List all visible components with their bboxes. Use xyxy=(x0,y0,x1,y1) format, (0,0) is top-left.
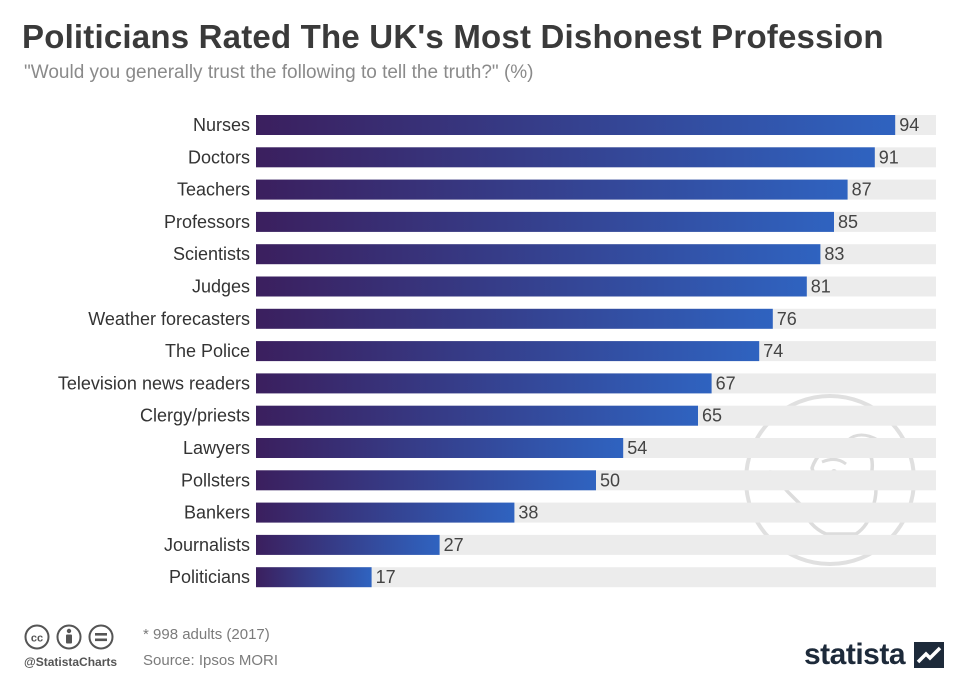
bar xyxy=(256,438,624,458)
value-label: 38 xyxy=(518,503,538,523)
category-label: Professors xyxy=(164,212,250,232)
category-label: Doctors xyxy=(188,147,250,167)
category-label: Judges xyxy=(192,277,250,297)
license-icons: cc xyxy=(24,624,114,650)
bar xyxy=(256,567,372,588)
no-derivatives-icon xyxy=(88,624,114,650)
category-label: Lawyers xyxy=(183,438,250,458)
footnote: * 998 adults (2017) xyxy=(143,626,270,643)
value-label: 91 xyxy=(879,147,899,167)
bar xyxy=(256,147,875,168)
value-label: 87 xyxy=(852,180,872,200)
chart-subtitle: "Would you generally trust the following… xyxy=(24,62,534,83)
bar xyxy=(256,244,821,265)
value-label: 17 xyxy=(376,567,396,587)
statista-logo[interactable]: statista xyxy=(804,638,944,672)
cc-icon: cc xyxy=(24,624,50,650)
category-label: Clergy/priests xyxy=(140,406,250,426)
bar xyxy=(256,276,807,297)
twitter-handle[interactable]: @StatistaCharts xyxy=(24,655,118,669)
value-label: 50 xyxy=(600,470,620,490)
category-label: Television news readers xyxy=(58,373,250,393)
bar-chart: Nurses Doctors Teachers Professors Scientist… xyxy=(58,115,936,588)
source-note: Source: Ipsos MORI xyxy=(143,652,279,669)
category-label: Scientists xyxy=(173,244,250,264)
bar xyxy=(256,405,698,426)
bar xyxy=(256,341,760,362)
brand-name: statista xyxy=(804,638,906,671)
category-label: Pollsters xyxy=(181,470,250,490)
category-label: Teachers xyxy=(177,180,250,200)
statista-mark-icon xyxy=(913,642,944,668)
category-label: Weather forecasters xyxy=(88,309,250,329)
category-label: The Police xyxy=(165,341,250,361)
value-label: 65 xyxy=(702,406,722,426)
value-label: 83 xyxy=(824,244,844,264)
attribution-icon xyxy=(56,624,82,650)
bar xyxy=(256,373,712,394)
value-label: 85 xyxy=(838,212,858,232)
category-label: Journalists xyxy=(164,535,250,555)
bar-track xyxy=(256,567,936,588)
bars xyxy=(256,115,896,588)
bar xyxy=(256,534,440,555)
bar xyxy=(256,179,848,200)
chart-title: Politicians Rated The UK's Most Dishones… xyxy=(22,18,884,55)
category-label: Nurses xyxy=(193,115,250,135)
bar xyxy=(256,211,834,232)
value-label: 27 xyxy=(444,535,464,555)
value-label: 81 xyxy=(811,277,831,297)
value-label: 54 xyxy=(627,438,647,458)
value-label: 74 xyxy=(763,341,783,361)
bar xyxy=(256,308,773,329)
category-label: Politicians xyxy=(169,567,250,587)
category-labels: Nurses Doctors Teachers Professors Scientist… xyxy=(58,115,250,587)
bar xyxy=(256,470,596,491)
value-label: 67 xyxy=(716,373,736,393)
value-label: 94 xyxy=(899,115,919,135)
svg-text:cc: cc xyxy=(31,633,43,645)
value-label: 76 xyxy=(777,309,797,329)
category-label: Bankers xyxy=(184,503,250,523)
bar xyxy=(256,115,896,135)
bar xyxy=(256,502,515,523)
